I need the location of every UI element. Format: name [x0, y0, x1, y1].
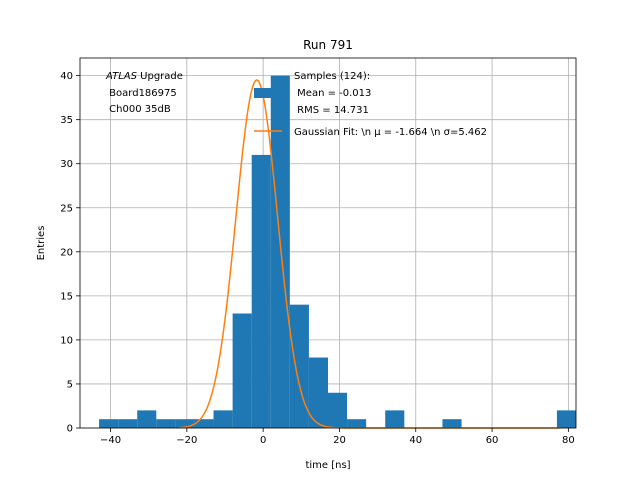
x-ticks: −40 −20 0 20 40 60 80	[100, 428, 575, 446]
y-tick-label: 35	[60, 115, 73, 126]
y-tick-label: 25	[60, 203, 73, 214]
legend-rms-line: RMS = 14.731	[294, 105, 369, 116]
histogram-bar	[308, 357, 328, 428]
histogram-bar	[251, 154, 271, 428]
atlas-annotation: ATLAS Upgrade Board186975 Ch000 35dB	[105, 71, 183, 115]
histogram-bar	[137, 410, 157, 428]
legend: Samples (124): Mean = -0.013 RMS = 14.73…	[254, 71, 487, 138]
histogram-bar	[442, 419, 462, 428]
y-tick-label: 40	[60, 71, 73, 82]
histogram-bar	[213, 410, 233, 428]
y-tick-label: 0	[67, 424, 73, 435]
x-tick-label: 60	[486, 435, 499, 446]
histogram-bar	[328, 392, 348, 428]
x-tick-label: −40	[100, 435, 121, 446]
x-axis-label: time [ns]	[305, 460, 350, 471]
histogram-bar	[556, 410, 576, 428]
histogram-bar	[232, 313, 252, 428]
histogram-bar	[270, 75, 290, 428]
y-tick-label: 15	[60, 291, 73, 302]
x-tick-label: 40	[409, 435, 422, 446]
svg-text:ATLAS Upgrade: ATLAS Upgrade	[105, 71, 183, 82]
histogram-bar	[347, 419, 367, 428]
annotation-channel: Ch000 35dB	[106, 104, 171, 115]
histogram-bar	[118, 419, 138, 428]
histogram-bar	[194, 419, 214, 428]
plot-frame	[79, 57, 577, 429]
histogram-bar	[99, 419, 119, 428]
legend-fit-label: Gaussian Fit: \n μ = -1.664 \n σ=5.462	[294, 127, 487, 138]
legend-mean-line: Mean = -0.013	[294, 88, 371, 99]
histogram-bar	[289, 304, 309, 428]
histogram-bar	[385, 410, 405, 428]
legend-samples-line: Samples (124):	[294, 71, 370, 82]
histogram-bars	[99, 75, 576, 428]
x-tick-label: −20	[176, 435, 197, 446]
y-tick-label: 30	[60, 159, 73, 170]
y-axis-label: Entries	[36, 226, 47, 261]
annotation-upgrade: Upgrade	[137, 71, 183, 82]
y-tick-label: 5	[67, 379, 73, 390]
legend-histogram-swatch	[254, 88, 282, 98]
histogram-bar	[175, 419, 195, 428]
chart-title: Run 791	[303, 38, 353, 52]
y-tick-label: 20	[60, 247, 73, 258]
histogram-bar	[156, 419, 176, 428]
y-tick-label: 10	[60, 335, 73, 346]
x-tick-label: 20	[333, 435, 346, 446]
annotation-board: Board186975	[106, 88, 177, 99]
y-ticks: 0 5 10 15 20 25 30 35 40	[60, 71, 80, 435]
x-tick-label: 0	[260, 435, 266, 446]
annotation-atlas: ATLAS	[105, 71, 138, 82]
grid	[80, 58, 576, 429]
x-tick-label: 80	[562, 435, 575, 446]
